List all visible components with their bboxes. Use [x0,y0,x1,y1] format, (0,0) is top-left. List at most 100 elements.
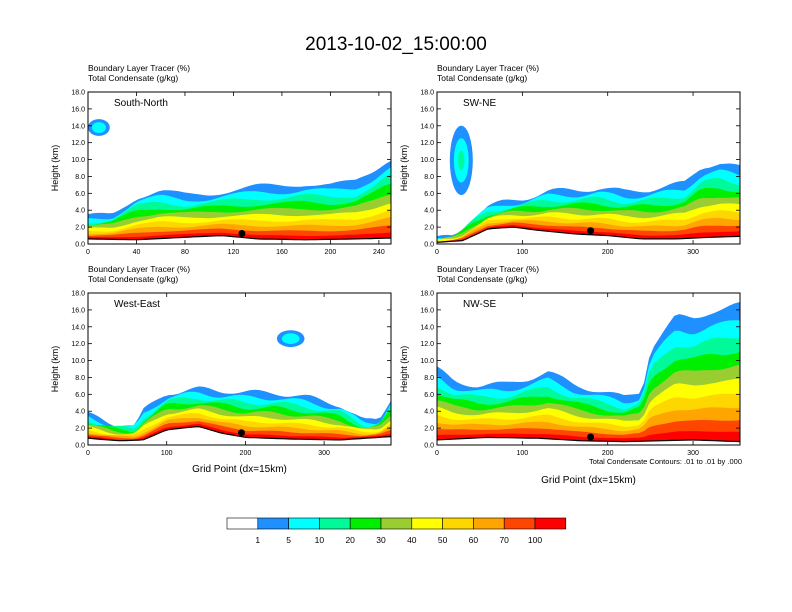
y-tick-label: 6.0 [75,392,85,399]
plot-frame [87,91,392,245]
colorbar-label: 1 [255,535,260,545]
y-tick-label: 4.0 [424,208,434,215]
panel-label: NW-SE [463,299,496,310]
plot-frame [436,91,741,245]
aloft-patch-0 [458,150,465,171]
terrain-line [437,436,740,443]
tracer-field [437,125,740,244]
plot-frame [87,292,392,446]
colorbar-label: 60 [469,535,479,545]
x-tick-label: 200 [602,450,614,457]
y-tick-label: 4.0 [424,409,434,416]
colorbar-swatch [226,517,259,530]
panel-3: Boundary Layer Tracer (%)Total Condensat… [50,264,392,475]
tracer-field [88,119,391,244]
y-tick-label: 4.0 [75,208,85,215]
y-tick-label: 18.0 [71,291,85,298]
y-tick-label: 8.0 [424,174,434,181]
y-tick-label: 0.0 [424,242,434,249]
colorbar-swatch [288,517,320,530]
panel-subtitle-1: Boundary Layer Tracer (%) [88,63,190,73]
colorbar-label: 40 [407,535,417,545]
y-tick-label: 6.0 [424,191,434,198]
panels-group: Boundary Layer Tracer (%)Total Condensat… [50,63,741,486]
x-tick-label: 0 [86,249,90,256]
y-tick-label: 2.0 [75,426,85,433]
x-tick-label: 200 [240,450,252,457]
y-tick-label: 16.0 [71,307,85,314]
y-tick-label: 6.0 [424,392,434,399]
y-axis-label: Height (km) [50,346,60,393]
colorbar-label: 10 [315,535,325,545]
location-marker [587,227,595,235]
plot-frame [436,292,741,446]
y-axis-label: Height (km) [50,145,60,192]
y-tick-label: 10.0 [420,358,434,365]
x-tick-label: 160 [276,249,288,256]
colorbar-label: 50 [438,535,448,545]
location-marker [587,433,595,441]
x-axis-label: Grid Point (dx=15km) [192,464,287,475]
x-tick-label: 40 [133,249,141,256]
colorbar-swatch [380,517,413,530]
y-tick-label: 10.0 [420,157,434,164]
y-tick-label: 12.0 [71,140,85,147]
aloft-patch-0 [281,333,300,344]
y-tick-label: 12.0 [420,341,434,348]
terrain-line [88,426,391,442]
x-tick-label: 300 [687,450,699,457]
contour-note: Total Condensate Contours: .01 to .01 by… [589,457,742,466]
terrain-line [437,226,740,243]
panel-subtitle-1: Boundary Layer Tracer (%) [437,264,539,274]
colorbar-swatch [534,517,567,530]
terrain-fill [437,227,740,244]
colorbar-label: 70 [499,535,509,545]
y-tick-label: 2.0 [424,426,434,433]
terrain-line [88,234,391,241]
colorbar-label: 100 [528,535,542,545]
y-tick-label: 18.0 [420,90,434,97]
y-tick-label: 12.0 [71,341,85,348]
y-tick-label: 2.0 [75,225,85,232]
colorbar-swatch [473,517,505,530]
panel-subtitle-2: Total Condensate (g/kg) [437,73,527,83]
panel-4: Boundary Layer Tracer (%)Total Condensat… [399,264,741,486]
y-axis-label: Height (km) [399,145,409,192]
panel-label: West-East [114,299,160,310]
panel-subtitle-1: Boundary Layer Tracer (%) [437,63,539,73]
aloft-patch-0 [91,122,106,133]
colorbar-swatch [442,517,474,530]
y-tick-label: 2.0 [424,225,434,232]
tracer-field [88,330,391,445]
x-tick-label: 100 [517,450,529,457]
colorbar-swatch [319,517,351,530]
y-tick-label: 8.0 [75,375,85,382]
panel-label: South-North [114,98,168,109]
y-tick-label: 12.0 [420,140,434,147]
figure-title: 2013-10-02_15:00:00 [305,34,487,55]
terrain-fill [88,235,391,244]
location-marker [237,429,245,437]
y-tick-label: 10.0 [71,358,85,365]
x-tick-label: 100 [161,450,173,457]
y-tick-label: 4.0 [75,409,85,416]
y-tick-label: 16.0 [420,307,434,314]
y-tick-label: 16.0 [71,106,85,113]
y-tick-label: 0.0 [75,242,85,249]
y-tick-label: 14.0 [420,324,434,331]
y-tick-label: 8.0 [75,174,85,181]
x-tick-label: 200 [602,249,614,256]
y-tick-label: 8.0 [424,375,434,382]
colorbar-swatch [503,517,536,530]
panel-label: SW-NE [463,98,496,109]
colorbar-label: 20 [345,535,355,545]
y-tick-label: 14.0 [71,324,85,331]
panel-subtitle-2: Total Condensate (g/kg) [437,274,527,284]
location-marker [238,229,246,237]
colorbar-swatch [257,517,289,530]
x-axis-label: Grid Point (dx=15km) [541,475,636,486]
x-tick-label: 120 [228,249,240,256]
y-tick-label: 0.0 [75,443,85,450]
y-axis-label: Height (km) [399,346,409,393]
